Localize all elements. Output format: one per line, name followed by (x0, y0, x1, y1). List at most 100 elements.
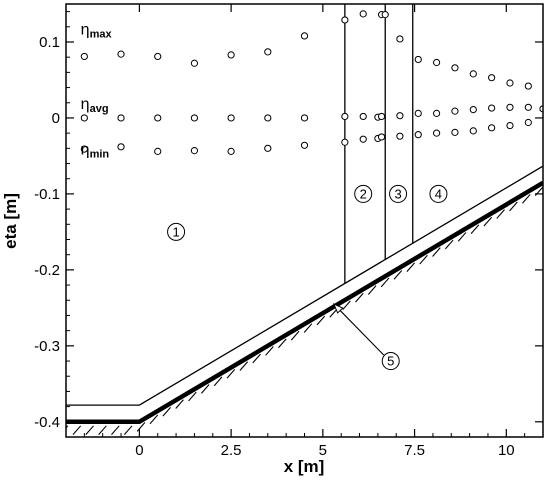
data-point-min (154, 147, 162, 155)
hatch-stroke (457, 232, 467, 242)
y-tick-label: -0.2 (34, 262, 60, 279)
data-point-avg (469, 105, 477, 114)
data-point-max (264, 48, 272, 56)
region-label-2: 2 (354, 184, 373, 203)
data-point-min (117, 143, 125, 151)
annotation-arrow-shaft (333, 303, 385, 356)
data-point-max (451, 64, 459, 72)
series-label-symbol: η (81, 21, 90, 38)
data-point-min (396, 132, 404, 140)
series-label-max: ηmax (81, 21, 113, 40)
hatch-stroke (149, 414, 159, 425)
series-max (80, 10, 532, 90)
hatch-stroke (367, 285, 377, 295)
region-label-ring (354, 184, 373, 203)
hatch-stroke (483, 216, 493, 227)
data-point-min (377, 133, 386, 141)
hatch-stroke (162, 406, 171, 417)
data-point-avg (432, 109, 441, 117)
hatch-stroke (239, 361, 249, 371)
x-tick-label: 0 (135, 442, 143, 459)
y-tick-label: 0.1 (39, 34, 60, 51)
seabed-line (66, 180, 543, 425)
data-point-max (414, 55, 422, 64)
annotation-arrow-head (332, 303, 344, 314)
data-point-max (469, 70, 477, 78)
y-axis-title: eta [m] (1, 193, 20, 249)
hatch-stroke (85, 425, 94, 435)
series-label-symbol: η (81, 141, 90, 158)
data-point-max (396, 35, 404, 43)
axes: 0 2.5 5 7.5 10 0.1 0 -0.1 -0.2 -0.3 -0.4 (34, 4, 544, 459)
hatch-stroke (470, 224, 480, 235)
hatch-stroke (380, 277, 390, 288)
hatch-stroke (355, 292, 364, 303)
region-label-text: 4 (435, 186, 442, 201)
data-point-min (227, 147, 235, 155)
data-point-max (227, 51, 235, 59)
hatch-stroke (342, 300, 351, 311)
hatch-stroke (213, 376, 223, 387)
data-point-avg (264, 114, 272, 122)
hatch-stroke (496, 209, 505, 219)
data-point-avg (80, 114, 88, 122)
data-point-max (80, 52, 88, 61)
data-point-avg (300, 114, 309, 122)
data-point-avg (539, 105, 543, 113)
data-point-min (524, 118, 532, 127)
data-point-max (488, 74, 496, 82)
hatch-stroke (252, 353, 261, 364)
data-point-max (117, 50, 125, 58)
data-point-avg (227, 114, 235, 122)
region-label-text: 2 (360, 186, 367, 201)
data-point-min (341, 138, 349, 146)
data-point-min (359, 135, 367, 143)
x-tick-label: 5 (319, 442, 327, 459)
region-label-text: 3 (394, 186, 401, 201)
data-point-avg (117, 114, 125, 122)
y-tick-label: -0.1 (34, 186, 60, 203)
x-tick-label: 10 (498, 442, 515, 459)
hatch-stroke (111, 425, 120, 435)
series-label-min: ηmin (81, 141, 110, 160)
x-tick-label: 2.5 (221, 442, 242, 459)
data-point-min (190, 147, 199, 155)
y-tick-label: -0.3 (34, 338, 60, 355)
plot-frame (65, 3, 544, 438)
x-axis-title: x [m] (284, 457, 325, 476)
hatch-stroke (444, 239, 454, 250)
data-point-max (190, 59, 199, 67)
annotation-label-5: 5 (381, 352, 400, 371)
hatch-stroke (278, 338, 287, 349)
data-point-avg (524, 103, 532, 111)
series-label-subscript: min (90, 148, 110, 160)
hatch-stroke (522, 194, 531, 204)
data-point-max (524, 82, 532, 90)
data-point-avg (396, 112, 404, 120)
hatch-stroke (72, 425, 82, 435)
hatch-stroke (200, 384, 210, 394)
region-label-4: 4 (429, 184, 448, 203)
data-point-max (359, 10, 367, 18)
region-label-ring (429, 184, 448, 203)
hatch-stroke (316, 315, 326, 326)
seabed-hatching (66, 186, 543, 435)
data-point-max (341, 16, 349, 24)
hatch-stroke (123, 425, 133, 435)
region-label-1: 1 (167, 222, 186, 241)
region-label-text: 1 (172, 224, 179, 239)
y-tick-label: -0.4 (34, 414, 60, 431)
upper-slope-line (66, 165, 543, 406)
series-avg (80, 103, 543, 122)
series-label-avg: ηavg (81, 96, 109, 115)
data-point-min (264, 144, 272, 152)
x-tick-label: 7.5 (404, 442, 425, 459)
data-point-avg (488, 104, 496, 112)
series-min (80, 118, 532, 155)
data-point-avg (506, 103, 514, 111)
hatch-stroke (303, 323, 313, 333)
region-label-ring (389, 184, 408, 203)
data-point-avg (359, 112, 367, 121)
hatch-stroke (509, 201, 518, 212)
